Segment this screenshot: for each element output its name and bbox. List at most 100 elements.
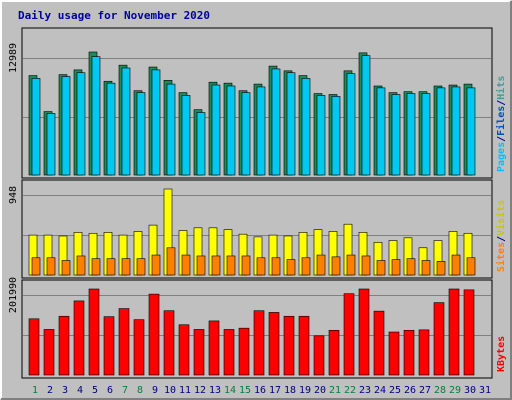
x-tick-label-5: 5 <box>92 385 98 396</box>
visits-panel: 948 Sites/Visits <box>8 179 507 279</box>
hits-bar-files-13 <box>211 84 221 176</box>
visits-bar-sites-8 <box>136 258 146 276</box>
hits-bar-files-21 <box>331 96 341 176</box>
kbytes-bar-kbytes-30 <box>463 289 475 376</box>
x-tick-label-26: 26 <box>404 385 416 396</box>
kbytes-bar-kbytes-6 <box>103 316 115 376</box>
hits-bar-files-2 <box>46 113 56 176</box>
hits-bar-files-3 <box>61 76 71 176</box>
hits-bar-files-5 <box>91 56 101 176</box>
kbytes-bar-kbytes-4 <box>73 300 85 376</box>
hits-legend: Pages/Files/Hits <box>495 76 507 172</box>
kbytes-bar-kbytes-19 <box>298 315 310 376</box>
visits-bar-sites-12 <box>196 255 206 276</box>
hits-bar-files-15 <box>241 92 251 176</box>
x-axis-labels: 1 2 3 4 5 6 7 8 9 10 11 12 13 14 15 16 17 18 19 20 21 22 23 24 2… <box>32 385 491 396</box>
visits-bar-sites-3 <box>61 260 71 276</box>
x-tick-label-30: 30 <box>464 385 476 396</box>
hits-bar-files-12 <box>196 112 206 176</box>
hits-bar-files-8 <box>136 92 146 176</box>
kbytes-bar-kbytes-29 <box>448 288 460 376</box>
visits-bar-sites-4 <box>76 255 86 276</box>
visits-ymax-label: 948 <box>8 186 19 204</box>
hits-bar-files-6 <box>106 82 116 176</box>
hits-bar-files-14 <box>226 85 236 176</box>
x-tick-label-19: 19 <box>299 385 311 396</box>
kbytes-bar-kbytes-18 <box>283 315 295 376</box>
kbytes-bar-kbytes-25 <box>388 331 400 376</box>
hits-bar-files-25 <box>391 94 401 176</box>
kbytes-legend: KBytes <box>496 336 507 372</box>
hits-bar-files-10 <box>166 83 176 176</box>
x-tick-label-3: 3 <box>62 385 68 396</box>
hits-bar-files-18 <box>286 72 296 176</box>
kbytes-bar-kbytes-26 <box>403 329 415 376</box>
kbytes-bar-kbytes-2 <box>43 329 55 376</box>
visits-bar-sites-24 <box>376 260 386 276</box>
kbytes-ymax-label: 201990 <box>8 277 19 313</box>
x-tick-label-31: 31 <box>479 385 491 396</box>
x-tick-label-22: 22 <box>344 385 356 396</box>
visits-bar-sites-22 <box>346 254 356 276</box>
hits-bar-files-16 <box>256 86 266 176</box>
hits-bar-files-11 <box>181 95 191 176</box>
visits-bar-sites-21 <box>331 256 341 276</box>
visits-bar-sites-11 <box>181 254 191 276</box>
kbytes-bar-kbytes-23 <box>358 288 370 376</box>
kbytes-bar-kbytes-15 <box>238 327 250 376</box>
x-tick-label-28: 28 <box>434 385 446 396</box>
kbytes-bar-kbytes-12 <box>193 329 205 376</box>
visits-bar-sites-15 <box>241 255 251 276</box>
x-tick-label-2: 2 <box>47 385 53 396</box>
hits-bar-files-23 <box>361 55 371 176</box>
visits-bar-sites-25 <box>391 259 401 276</box>
kbytes-bar-kbytes-10 <box>163 310 175 376</box>
legend-entry: Visits <box>495 200 507 236</box>
kbytes-bar-kbytes-16 <box>253 310 265 376</box>
x-tick-label-23: 23 <box>359 385 371 396</box>
visits-bar-sites-19 <box>301 257 311 276</box>
hits-bar-files-9 <box>151 69 161 176</box>
x-tick-label-1: 1 <box>32 385 38 396</box>
legend-entry: / <box>496 136 507 142</box>
legend-entry: Hits <box>495 76 507 100</box>
visits-bar-sites-28 <box>436 261 446 276</box>
kbytes-bar-kbytes-28 <box>433 302 445 376</box>
kbytes-bar-kbytes-20 <box>313 335 325 376</box>
kbytes-bar-kbytes-27 <box>418 329 430 376</box>
x-tick-label-15: 15 <box>239 385 251 396</box>
x-tick-label-18: 18 <box>284 385 296 396</box>
kbytes-bar-kbytes-3 <box>58 315 70 376</box>
visits-bar-sites-27 <box>421 260 431 276</box>
kbytes-bar-kbytes-17 <box>268 312 280 376</box>
x-tick-label-24: 24 <box>374 385 386 396</box>
kbytes-bar-kbytes-7 <box>118 308 130 376</box>
hits-bar-files-27 <box>421 93 431 176</box>
x-tick-label-17: 17 <box>269 385 281 396</box>
visits-bar-sites-10 <box>166 247 176 276</box>
hits-bar-files-24 <box>376 87 386 176</box>
x-tick-label-13: 13 <box>209 385 221 396</box>
x-tick-label-25: 25 <box>389 385 401 396</box>
hits-bar-files-20 <box>316 95 326 176</box>
visits-bar-sites-17 <box>271 257 281 276</box>
kbytes-bar-kbytes-8 <box>133 319 145 376</box>
hits-bar-files-22 <box>346 73 356 176</box>
legend-entry: Pages <box>496 142 507 172</box>
visits-bar-sites-1 <box>31 257 41 276</box>
hits-bar-files-29 <box>451 86 461 176</box>
x-tick-label-16: 16 <box>254 385 266 396</box>
x-tick-label-7: 7 <box>122 385 128 396</box>
hits-bar-files-17 <box>271 68 281 176</box>
x-tick-label-29: 29 <box>449 385 461 396</box>
visits-bar-sites-14 <box>226 255 236 276</box>
x-tick-label-8: 8 <box>137 385 143 396</box>
x-tick-label-10: 10 <box>164 385 176 396</box>
visits-bar-sites-7 <box>121 258 131 276</box>
kbytes-bar-kbytes-9 <box>148 293 160 376</box>
hits-bar-files-26 <box>406 93 416 176</box>
visits-bar-sites-5 <box>91 258 101 276</box>
